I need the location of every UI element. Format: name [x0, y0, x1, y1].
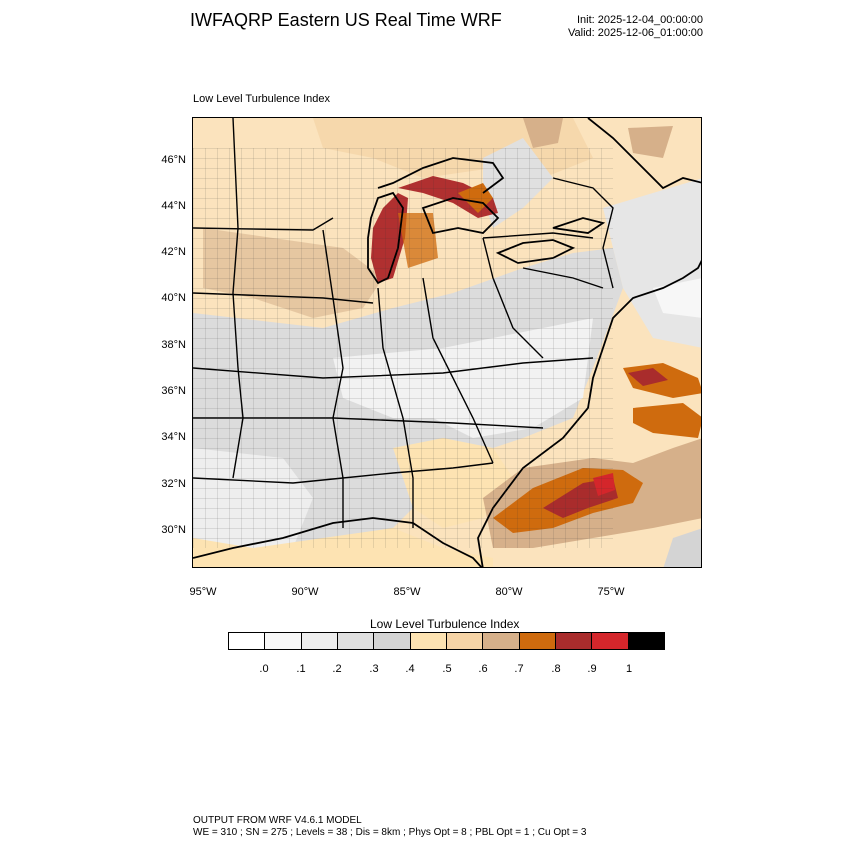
map-subtitle: Low Level Turbulence Index [193, 93, 330, 105]
colorbar-swatch [556, 633, 592, 649]
colorbar-label: .7 [504, 663, 534, 675]
colorbar-title: Low Level Turbulence Index [370, 617, 519, 631]
colorbar-swatch [229, 633, 265, 649]
lon-label-95w: 95°W [178, 586, 228, 598]
lat-label-32n: 32°N [146, 478, 186, 490]
lat-label-46n: 46°N [146, 154, 186, 166]
colorbar-swatch [520, 633, 556, 649]
colorbar-swatch [483, 633, 519, 649]
colorbar-label: .4 [395, 663, 425, 675]
colorbar-swatch [592, 633, 628, 649]
turbulence-map [193, 118, 702, 568]
valid-time: Valid: 2025-12-06_01:00:00 [568, 27, 703, 39]
colorbar-swatch [338, 633, 374, 649]
lon-label-85w: 85°W [382, 586, 432, 598]
lon-label-90w: 90°W [280, 586, 330, 598]
colorbar-label: .5 [432, 663, 462, 675]
lat-label-44n: 44°N [146, 200, 186, 212]
colorbar-swatch [302, 633, 338, 649]
lat-label-38n: 38°N [146, 339, 186, 351]
colorbar-swatch [265, 633, 301, 649]
chart-title: IWFAQRP Eastern US Real Time WRF [190, 10, 502, 31]
colorbar-label: .1 [286, 663, 316, 675]
colorbar-label: .0 [249, 663, 279, 675]
colorbar-swatch [374, 633, 410, 649]
colorbar-label: .6 [468, 663, 498, 675]
lat-label-42n: 42°N [146, 246, 186, 258]
colorbar [228, 632, 665, 650]
lon-label-75w: 75°W [586, 586, 636, 598]
lat-label-40n: 40°N [146, 292, 186, 304]
colorbar-swatch [447, 633, 483, 649]
colorbar-label: .8 [541, 663, 571, 675]
colorbar-label: .3 [359, 663, 389, 675]
map-panel [192, 117, 702, 568]
lat-label-34n: 34°N [146, 431, 186, 443]
lat-label-36n: 36°N [146, 385, 186, 397]
colorbar-label: .2 [322, 663, 352, 675]
footer-config: WE = 310 ; SN = 275 ; Levels = 38 ; Dis … [193, 827, 586, 838]
county-boundaries [193, 148, 613, 548]
lon-label-80w: 80°W [484, 586, 534, 598]
colorbar-swatch [629, 633, 664, 649]
init-time: Init: 2025-12-04_00:00:00 [577, 14, 703, 26]
footer-model: OUTPUT FROM WRF V4.6.1 MODEL [193, 815, 362, 826]
lat-label-30n: 30°N [146, 524, 186, 536]
colorbar-label: 1 [614, 663, 644, 675]
colorbar-swatch [411, 633, 447, 649]
colorbar-label: .9 [577, 663, 607, 675]
